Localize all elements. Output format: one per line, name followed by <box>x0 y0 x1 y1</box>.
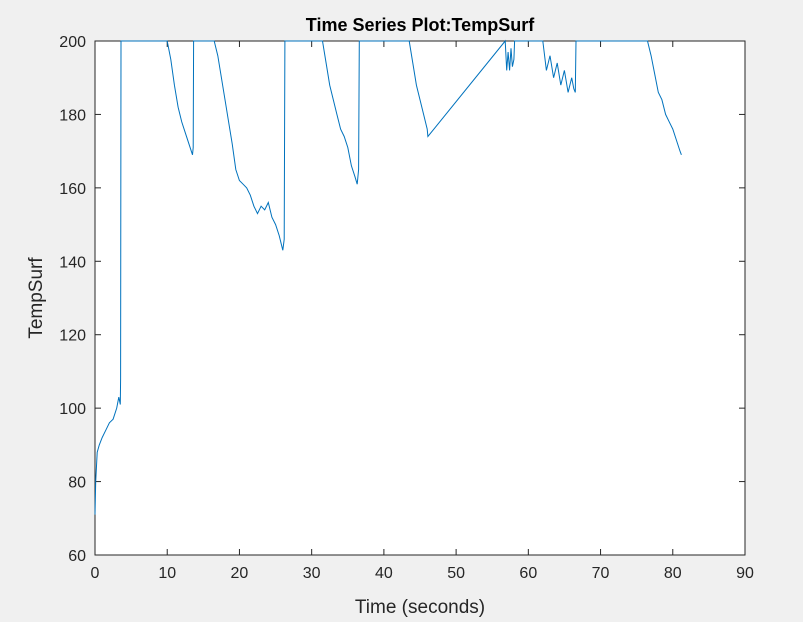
y-tick-label: 60 <box>68 548 86 565</box>
y-tick-label: 80 <box>68 475 86 492</box>
axis-ticks <box>94 40 746 556</box>
y-tick-label: 140 <box>59 254 86 271</box>
series-layer <box>94 39 682 515</box>
x-axis-title: Time (seconds) <box>355 597 485 618</box>
x-tick-label: 10 <box>158 565 176 582</box>
x-tick-label: 20 <box>231 565 249 582</box>
chart-title: Time Series Plot:TempSurf <box>306 15 535 35</box>
x-tick-label: 30 <box>303 565 321 582</box>
x-tick-label: 60 <box>519 565 537 582</box>
y-tick-label: 180 <box>59 107 86 124</box>
y-tick-label: 100 <box>59 401 86 418</box>
x-tick-label: 50 <box>447 565 465 582</box>
x-tick-label: 70 <box>592 565 610 582</box>
y-tick-label: 120 <box>59 328 86 345</box>
x-tick-label: 40 <box>375 565 393 582</box>
series-line <box>94 39 682 515</box>
y-tick-label: 160 <box>59 181 86 198</box>
x-tick-label: 80 <box>664 565 682 582</box>
plot-area <box>94 40 746 556</box>
axis-tick-labels: 0 10 20 30 40 50 60 70 80 90 60 80 100 120 140 160 180 20… <box>59 34 754 582</box>
x-tick-label: 0 <box>91 565 100 582</box>
x-tick-label: 90 <box>736 565 754 582</box>
y-axis-title: TempSurf <box>26 257 47 339</box>
y-tick-label: 200 <box>59 34 86 51</box>
